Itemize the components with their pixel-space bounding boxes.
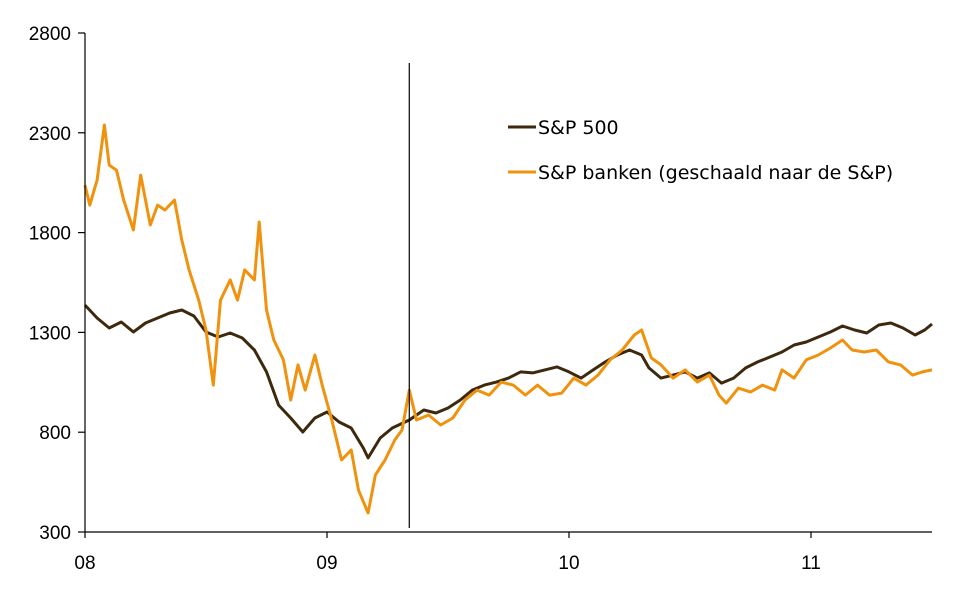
x-tick-label: 10 (558, 553, 579, 574)
x-tick-label: 11 (801, 553, 821, 574)
x-ticks: 08 09 10 11 (74, 532, 821, 574)
y-tick-label: 300 (39, 523, 71, 544)
legend: S&P 500 S&P banken (geschaald naar de S&… (508, 117, 893, 184)
series-line-banks (83, 123, 933, 515)
series-line-sp500 (83, 304, 933, 460)
y-tick-label: 1800 (29, 224, 71, 245)
y-tick-label: 800 (39, 423, 71, 444)
legend-label-banks: S&P banken (geschaald naar de S&P) (538, 162, 893, 184)
series-layer (83, 123, 933, 515)
y-tick-label: 2300 (29, 124, 71, 145)
y-ticks: 300 800 1300 1800 2300 2800 (29, 24, 85, 544)
x-tick-label: 09 (316, 553, 337, 574)
y-tick-label: 2800 (29, 24, 71, 45)
legend-label-sp500: S&P 500 (538, 117, 619, 139)
x-tick-label: 08 (74, 553, 95, 574)
y-tick-label: 1300 (29, 323, 71, 344)
